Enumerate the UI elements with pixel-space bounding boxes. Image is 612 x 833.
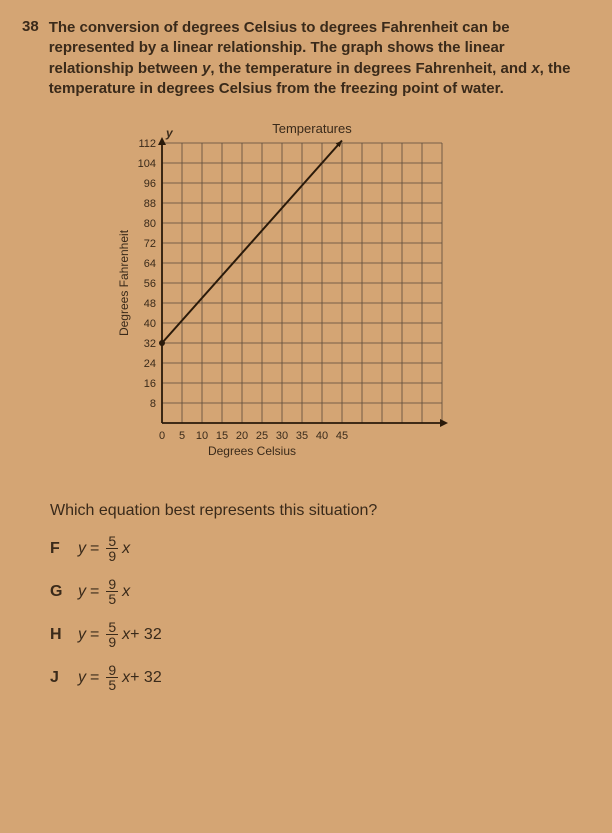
choice-equation: y = 59x bbox=[78, 534, 130, 563]
svg-text:40: 40 bbox=[144, 318, 156, 330]
svg-text:35: 35 bbox=[296, 430, 308, 442]
svg-text:72: 72 bbox=[144, 238, 156, 250]
svg-text:80: 80 bbox=[144, 218, 156, 230]
svg-text:32: 32 bbox=[144, 338, 156, 350]
svg-text:8: 8 bbox=[150, 398, 156, 410]
sub-question: Which equation best represents this situ… bbox=[50, 502, 590, 520]
svg-text:112: 112 bbox=[138, 138, 156, 150]
svg-text:104: 104 bbox=[138, 158, 156, 170]
svg-text:45: 45 bbox=[336, 430, 348, 442]
svg-text:24: 24 bbox=[144, 358, 156, 370]
temperatures-chart: Temperaturesyx81624324048566472808896104… bbox=[112, 117, 452, 477]
chart-container: Temperaturesyx81624324048566472808896104… bbox=[112, 117, 590, 482]
svg-text:5: 5 bbox=[179, 430, 185, 442]
choice-h[interactable]: Hy = 59x + 32 bbox=[50, 620, 590, 649]
svg-text:Temperatures: Temperatures bbox=[272, 121, 352, 136]
answer-choices: Fy = 59x Gy = 95x Hy = 59x + 32 Jy = 95x + … bbox=[50, 534, 590, 692]
question-text: The conversion of degrees Celsius to deg… bbox=[49, 18, 590, 99]
svg-text:40: 40 bbox=[316, 430, 328, 442]
choice-equation: y = 59x + 32 bbox=[78, 620, 162, 649]
svg-text:25: 25 bbox=[256, 430, 268, 442]
svg-text:30: 30 bbox=[276, 430, 288, 442]
qtext-var2: x bbox=[531, 60, 539, 77]
svg-text:0: 0 bbox=[159, 430, 165, 442]
svg-text:y: y bbox=[165, 126, 174, 140]
choice-f[interactable]: Fy = 59x bbox=[50, 534, 590, 563]
svg-text:64: 64 bbox=[144, 258, 156, 270]
question-number: 38 bbox=[22, 18, 39, 99]
choice-equation: y = 95x + 32 bbox=[78, 663, 162, 692]
svg-text:56: 56 bbox=[144, 278, 156, 290]
choice-letter: H bbox=[50, 626, 68, 644]
choice-letter: F bbox=[50, 540, 68, 558]
svg-text:16: 16 bbox=[144, 378, 156, 390]
choice-letter: J bbox=[50, 669, 68, 687]
choice-j[interactable]: Jy = 95x + 32 bbox=[50, 663, 590, 692]
qtext-p2: , the temperature in degrees Fahrenheit,… bbox=[210, 60, 531, 77]
svg-text:96: 96 bbox=[144, 178, 156, 190]
svg-text:48: 48 bbox=[144, 298, 156, 310]
svg-text:Degrees Celsius: Degrees Celsius bbox=[208, 444, 296, 458]
svg-text:15: 15 bbox=[216, 430, 228, 442]
choice-equation: y = 95x bbox=[78, 577, 130, 606]
question-row: 38 The conversion of degrees Celsius to … bbox=[22, 18, 590, 99]
svg-text:Degrees Fahrenheit: Degrees Fahrenheit bbox=[117, 229, 131, 336]
choice-letter: G bbox=[50, 583, 68, 601]
choice-g[interactable]: Gy = 95x bbox=[50, 577, 590, 606]
svg-text:10: 10 bbox=[196, 430, 208, 442]
svg-text:20: 20 bbox=[236, 430, 248, 442]
svg-text:88: 88 bbox=[144, 198, 156, 210]
